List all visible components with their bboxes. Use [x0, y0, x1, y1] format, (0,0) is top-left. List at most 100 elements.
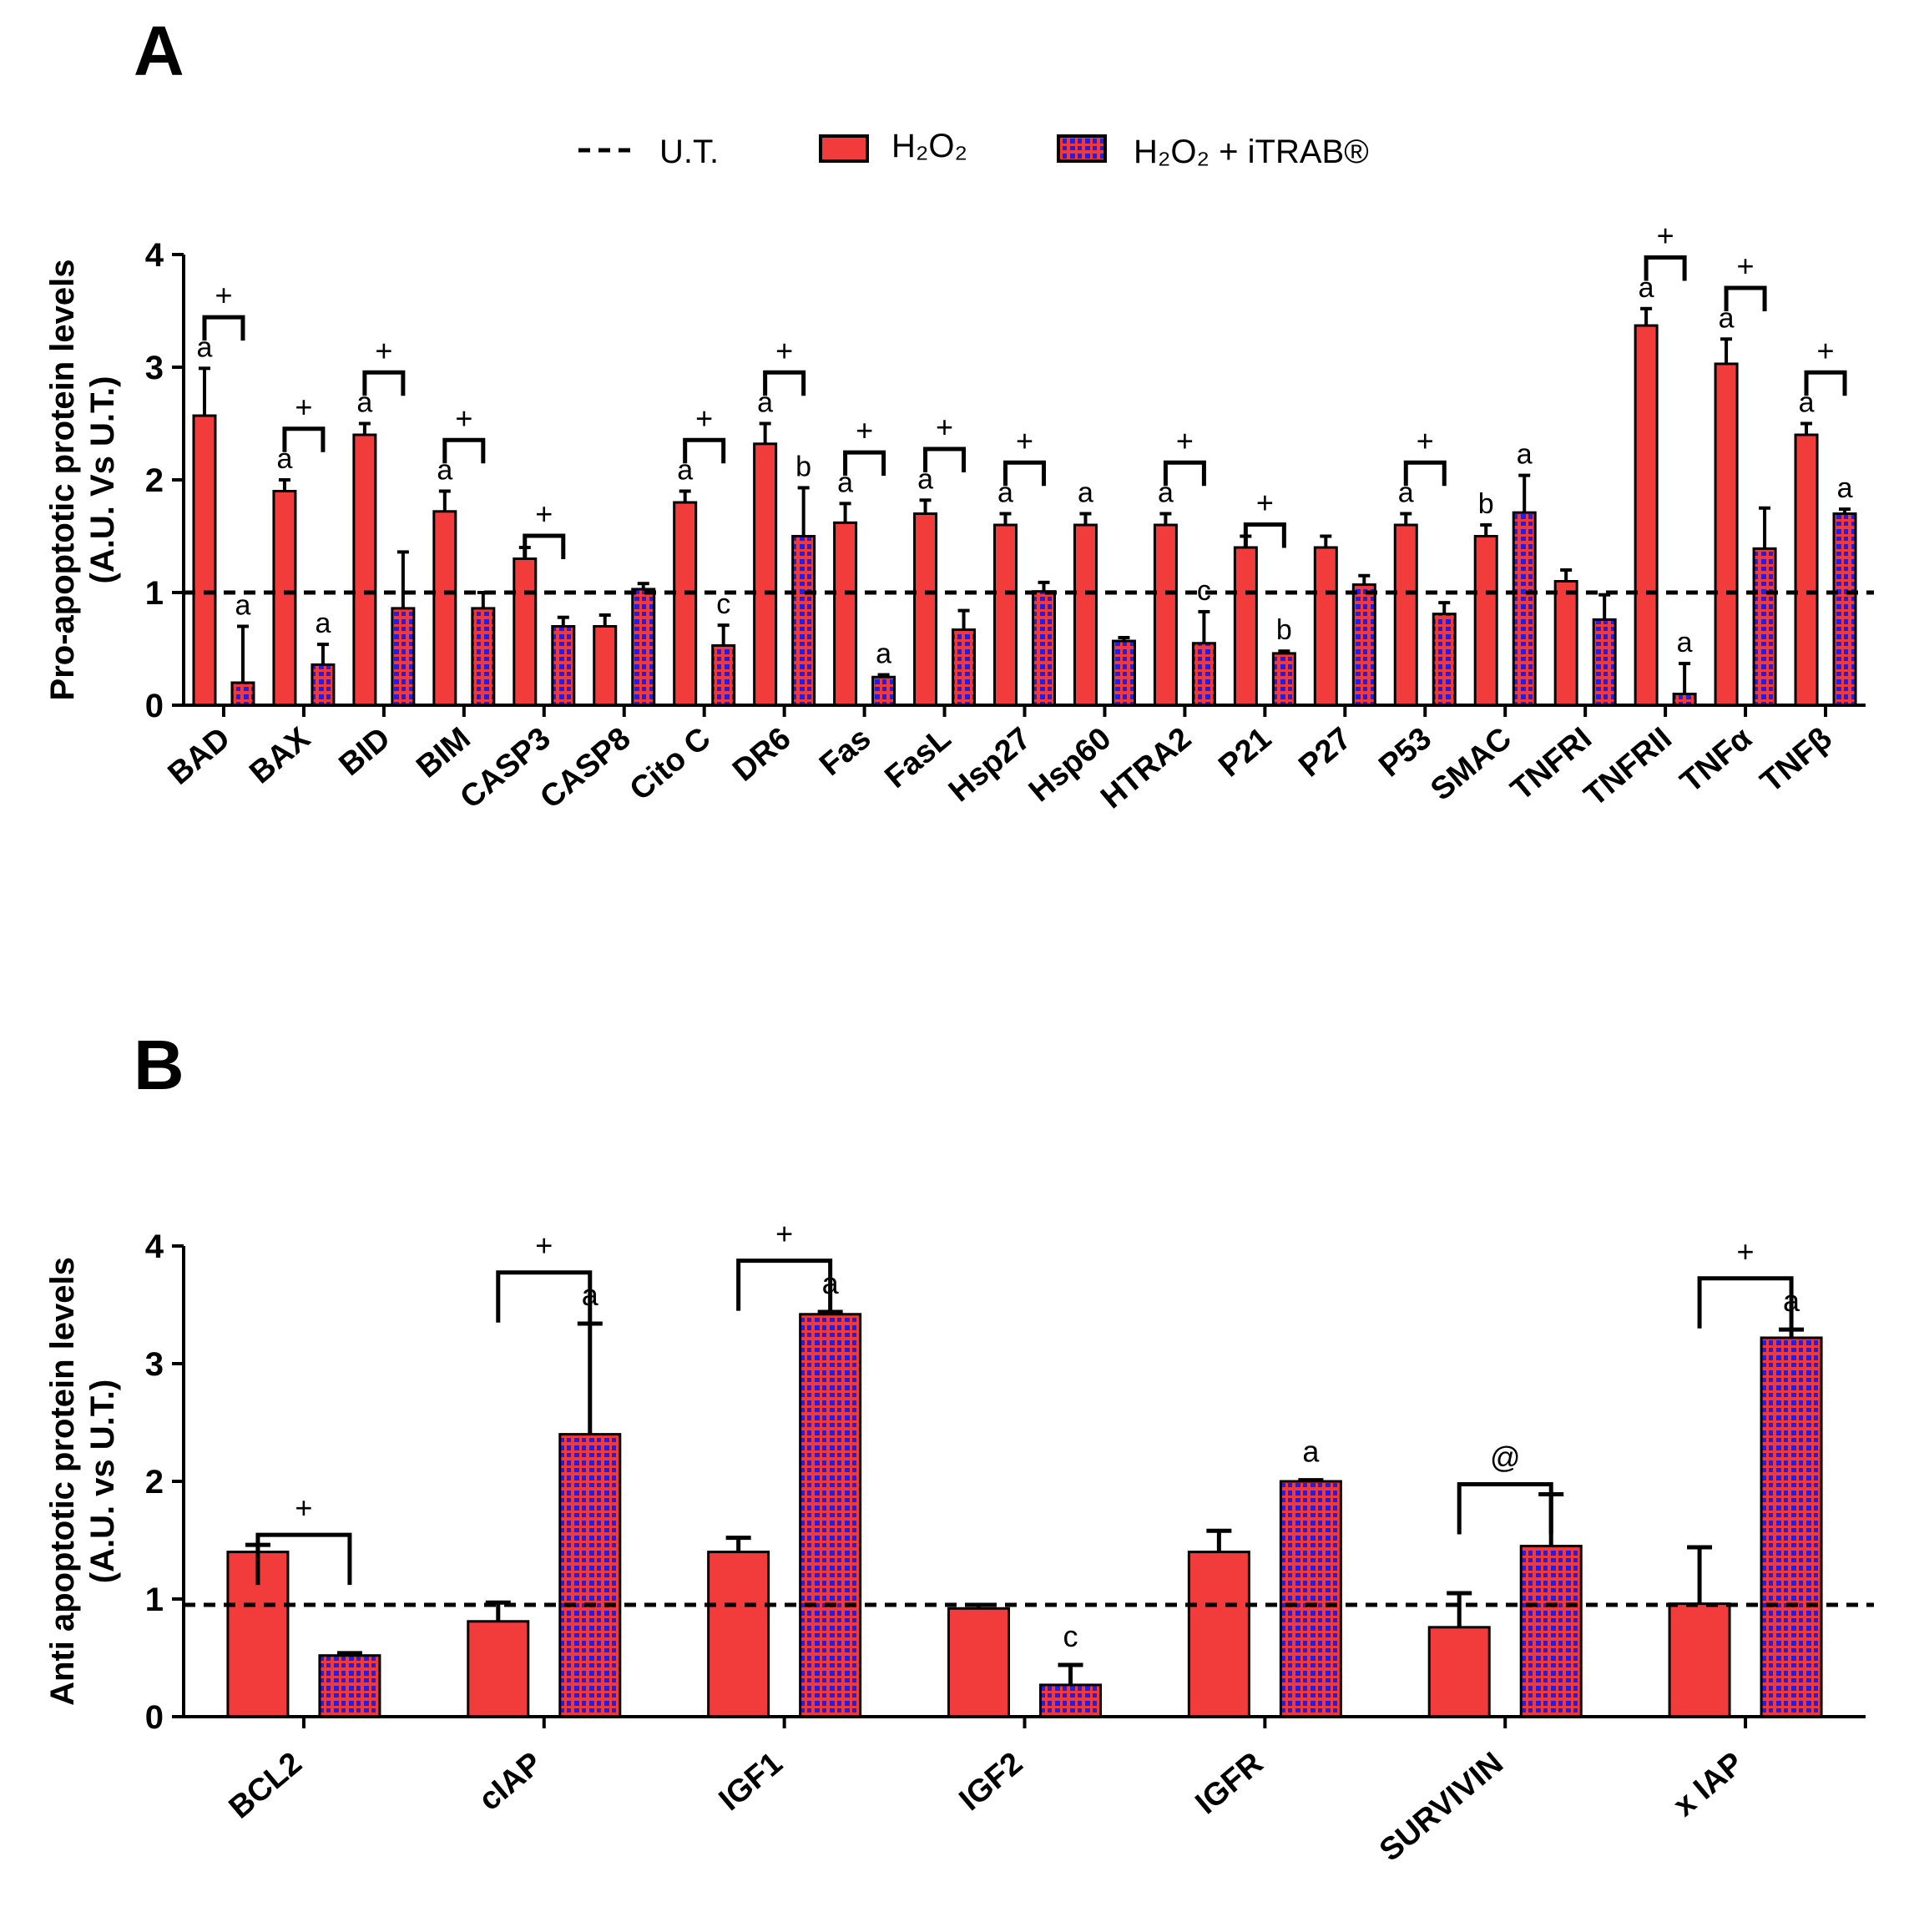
significance-symbol: +	[215, 278, 232, 312]
significance-symbol: +	[1737, 1234, 1755, 1269]
bar-combo-fasl	[952, 628, 977, 707]
bar-h2o2-p27	[1313, 546, 1338, 707]
x-category-label: TNFRII	[1578, 721, 1679, 814]
x-category-label: BCL2	[223, 1746, 309, 1826]
panel-label-a: A	[134, 12, 184, 90]
y-axis-title: Anti apoptotic protein levels	[44, 1257, 81, 1706]
bar-h2o2-p53	[1393, 523, 1418, 707]
bar-h2o2-igf1	[707, 1551, 770, 1718]
bar-annotation: a	[1517, 439, 1533, 471]
significance-bracket	[843, 450, 886, 477]
significance-bracket	[202, 315, 245, 341]
significance-bracket	[1697, 1276, 1794, 1329]
bar-combo-tnfrii	[1672, 693, 1697, 707]
bar-h2o2-hsp60	[1073, 523, 1098, 707]
significance-bracket	[1403, 460, 1447, 487]
bar-combo-igfr	[1279, 1480, 1342, 1718]
significance-symbol: +	[375, 333, 392, 367]
bar-h2o2-tnf	[1714, 362, 1739, 707]
bar-annotation: a	[757, 387, 773, 419]
legend-combo-swatch-icon	[1057, 134, 1107, 163]
x-category-label: DR6	[726, 721, 797, 789]
bar-h2o2-fasl	[913, 512, 938, 707]
legend-label-h2o2: H₂O₂	[891, 128, 967, 164]
significance-symbol: +	[295, 390, 312, 424]
significance-symbol: +	[295, 1491, 312, 1525]
bar-combo-igf1	[799, 1313, 862, 1718]
significance-bracket	[1163, 460, 1206, 487]
bar-annotation: a	[1799, 387, 1815, 419]
significance-symbol: +	[535, 1228, 553, 1263]
significance-symbol: +	[1737, 249, 1755, 283]
bar-annotation: c	[1197, 575, 1211, 607]
bar-combo-htra2	[1191, 642, 1216, 707]
bar-annotation: a	[1677, 627, 1693, 658]
x-category-label: IGF2	[953, 1746, 1030, 1818]
x-category-label: BID	[333, 721, 397, 783]
significance-bracket	[763, 370, 806, 396]
bar-annotation: a	[197, 331, 213, 363]
bar-annotation: a	[1398, 477, 1414, 509]
x-category-label: P53	[1372, 721, 1438, 784]
x-category-label: IGF1	[713, 1746, 790, 1818]
x-category-label: cIAP	[472, 1746, 549, 1818]
legend: U.T. H₂O₂ H₂O₂ + iTRAB®	[578, 128, 1369, 170]
bar-annotation: b	[1478, 488, 1494, 520]
bar-annotation: a	[1837, 472, 1853, 504]
y-tick-label: 2	[145, 462, 164, 499]
bar-h2o2-casp3	[513, 557, 538, 707]
bar-combo-x-iap	[1760, 1336, 1823, 1718]
significance-symbol: +	[856, 413, 873, 447]
panel-label-b: B	[134, 1026, 184, 1104]
bar-h2o2-tnfri	[1553, 580, 1578, 707]
significance-bracket	[1457, 1482, 1553, 1535]
bar-combo-p27	[1351, 583, 1376, 707]
y-axis-title: Pro-apoptotic protein levels	[44, 260, 81, 701]
bar-h2o2-bax	[272, 490, 297, 707]
significance-bracket	[282, 426, 326, 452]
significance-bracket	[736, 1259, 833, 1311]
significance-symbol: +	[775, 333, 793, 367]
significance-bracket	[442, 437, 486, 464]
bar-h2o2-cito-c	[673, 501, 698, 707]
chart-anti-apoptotic: 0 1 2 3 4 Anti apoptotic protein levels (A.U. …	[44, 1217, 1874, 1869]
y-tick-label: 1	[145, 575, 164, 612]
significance-symbol: +	[455, 401, 472, 435]
x-category-label: Cito C	[624, 721, 718, 808]
significance-bracket	[683, 437, 726, 464]
bar-h2o2-hsp27	[993, 523, 1018, 707]
bar-annotation: a	[677, 455, 693, 487]
bar-combo-p21	[1271, 652, 1296, 707]
significance-symbol: +	[936, 410, 953, 444]
bar-h2o2-htra2	[1153, 523, 1178, 707]
significance-bracket	[923, 446, 967, 473]
bar-h2o2-casp8	[593, 625, 618, 707]
y-axis-subtitle: (A.U. vs U.T.)	[84, 1380, 121, 1583]
bar-combo-smac	[1512, 511, 1537, 707]
bar-combo-bid	[391, 607, 416, 707]
bar-h2o2-survivin	[1427, 1626, 1491, 1718]
legend-h2o2-swatch-icon	[819, 134, 869, 163]
legend-label-combo: H₂O₂ + iTRAB®	[1134, 134, 1369, 170]
chart-pro-apoptotic: 0 1 2 3 4 Pro-apoptotic protein levels (A.U. V…	[44, 219, 1874, 816]
bar-combo-casp8	[631, 588, 656, 707]
bar-annotation: a	[276, 443, 292, 475]
significance-symbol: +	[1417, 423, 1434, 457]
bar-h2o2-bad	[192, 414, 217, 707]
x-category-label: TNFα	[1674, 721, 1758, 800]
bar-annotation: c	[716, 588, 730, 620]
significance-bracket	[523, 533, 566, 559]
significance-symbol: +	[1817, 333, 1835, 367]
significance-symbol: +	[535, 497, 553, 531]
bar-annotation: b	[1276, 614, 1292, 646]
x-category-label: SMAC	[1424, 721, 1518, 808]
bar-annotation: a	[997, 477, 1013, 509]
bar-combo-p53	[1432, 613, 1457, 707]
x-category-label: CASP3	[454, 721, 558, 816]
y-tick-label: 4	[145, 1228, 164, 1265]
bar-h2o2-igf2	[947, 1607, 1010, 1718]
bar-annotation: c	[1063, 1619, 1078, 1653]
bar-combo-hsp60	[1111, 639, 1136, 707]
bar-combo-tnf	[1832, 512, 1857, 707]
